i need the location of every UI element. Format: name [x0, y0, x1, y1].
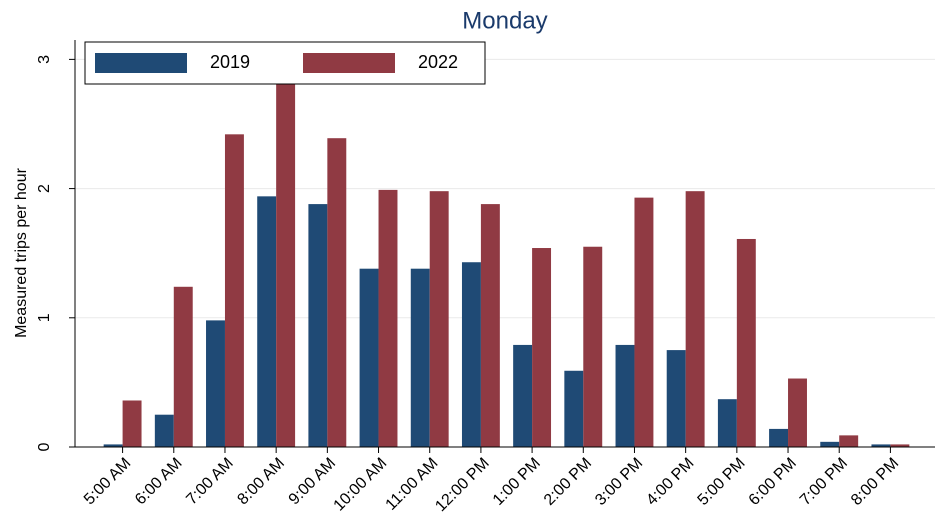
bar [564, 370, 584, 447]
bar [736, 238, 756, 447]
legend-swatch [303, 53, 395, 73]
bar [173, 286, 193, 447]
bar [615, 344, 635, 447]
bar [583, 246, 603, 447]
bar [788, 378, 807, 447]
bar [532, 248, 552, 447]
chart-title: Monday [462, 7, 547, 34]
y-tick-label: 2 [36, 184, 53, 193]
bar [461, 262, 481, 447]
bar [257, 196, 277, 447]
bar [410, 268, 430, 447]
bar [634, 197, 654, 447]
bar [769, 428, 789, 447]
bar [154, 414, 174, 447]
bar [224, 134, 244, 448]
bar [327, 138, 347, 447]
bar [513, 344, 533, 447]
legend-swatch [95, 53, 187, 73]
bar [666, 350, 686, 447]
bar [839, 435, 859, 447]
bar [103, 444, 123, 447]
bar [429, 191, 449, 447]
y-tick-label: 0 [36, 442, 53, 451]
bar [308, 204, 328, 447]
y-tick-label: 1 [36, 313, 53, 322]
bar [871, 444, 891, 447]
legend-label: 2022 [418, 52, 458, 72]
y-axis-label: Measured trips per hour [13, 167, 30, 338]
bar [359, 268, 379, 447]
bar [276, 82, 296, 447]
bar [480, 204, 500, 447]
legend-label: 2019 [210, 52, 250, 72]
bar [820, 441, 840, 447]
bar [206, 320, 225, 447]
bar [717, 399, 737, 447]
bar [378, 189, 398, 447]
bar [890, 444, 910, 447]
bar [122, 400, 142, 447]
bar [685, 191, 705, 447]
y-tick-label: 3 [36, 55, 53, 64]
